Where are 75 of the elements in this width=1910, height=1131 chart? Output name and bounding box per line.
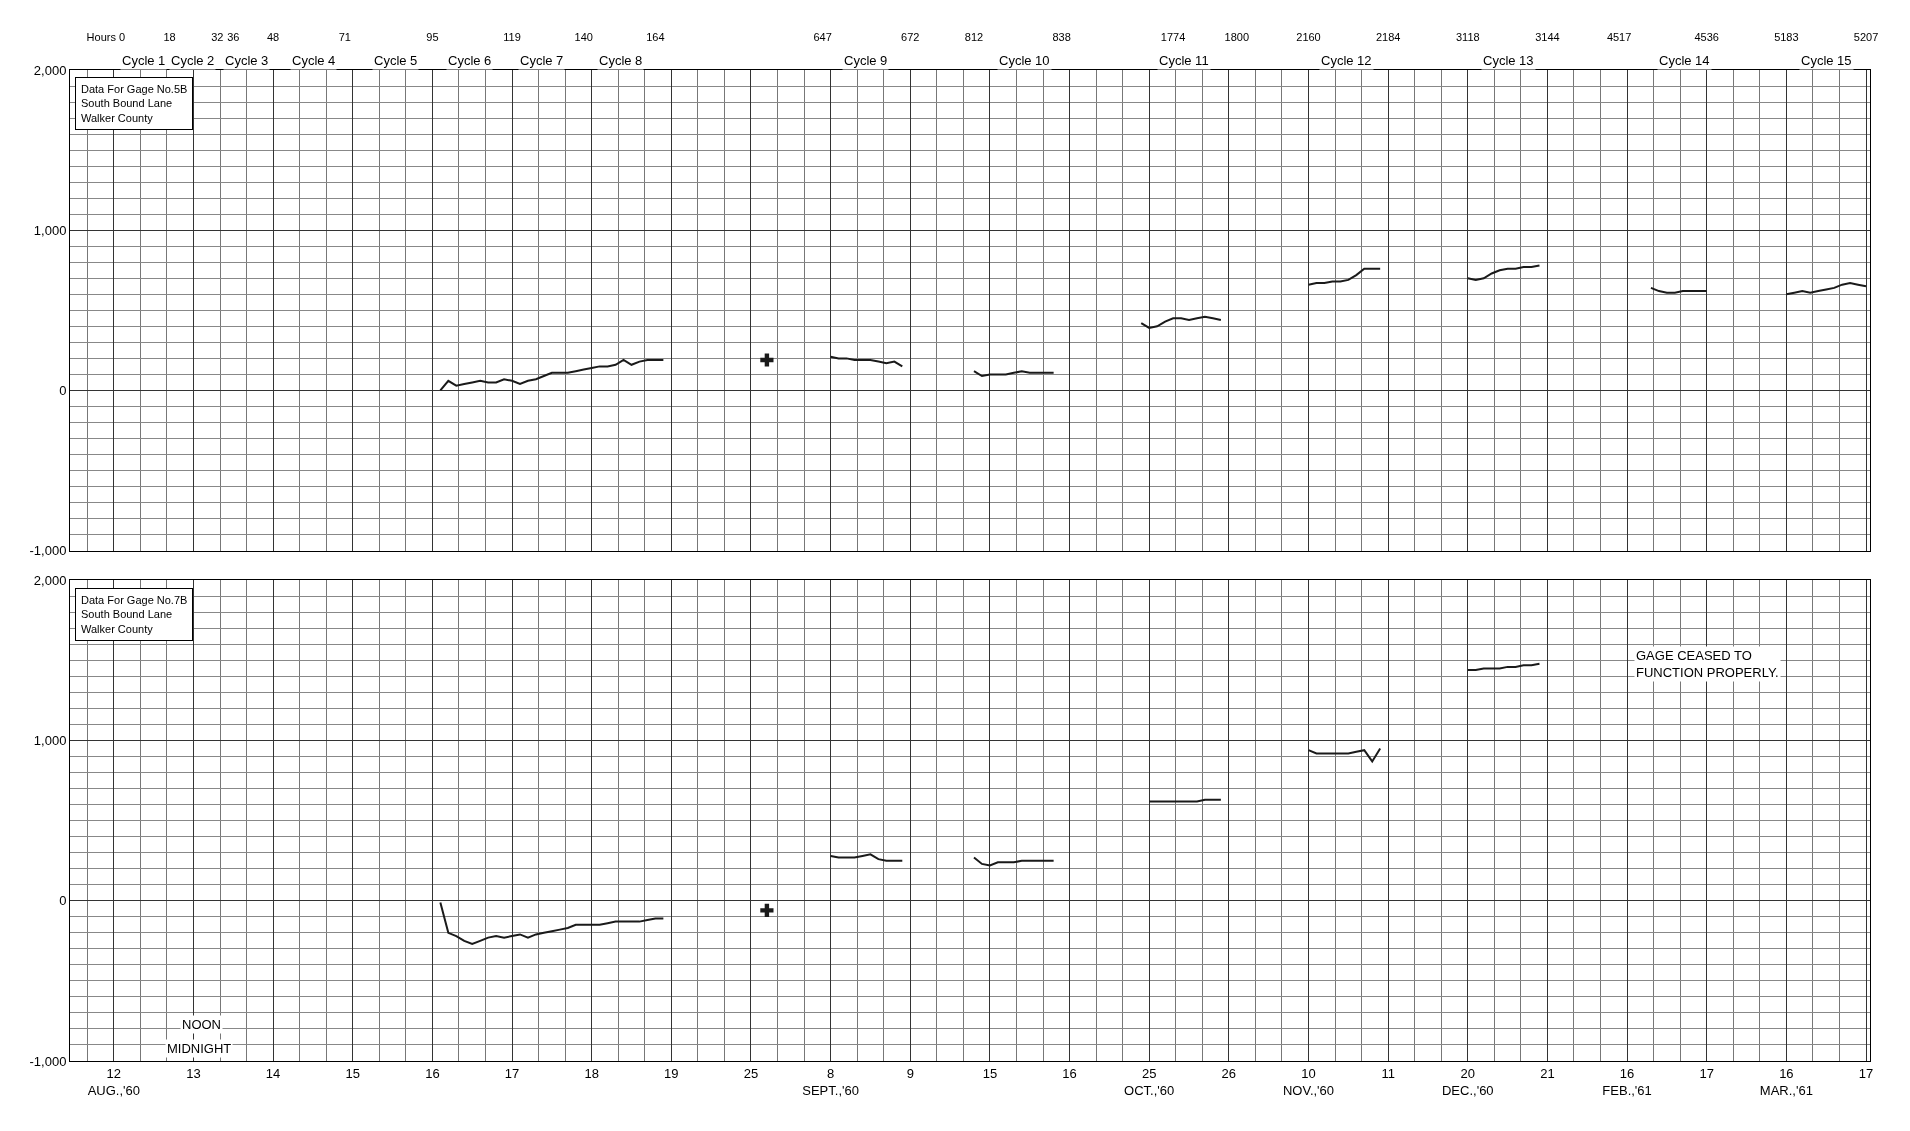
x-tick-label: 15 bbox=[982, 1065, 998, 1081]
x-tick-label: 15 bbox=[345, 1065, 360, 1081]
x-tick-label: 18 bbox=[584, 1065, 599, 1081]
annotation: Data For Gage No.7B South Bound Lane Walker County bbox=[81, 594, 188, 635]
text: Cycle 7 bbox=[520, 53, 564, 68]
x-tick-label: 16 bbox=[1062, 1065, 1077, 1081]
text: Cycle 13 bbox=[1483, 53, 1534, 68]
x-tick-label: 16 bbox=[425, 1065, 440, 1081]
x-tick-label: Hours 0 bbox=[86, 30, 126, 43]
x-tick-label: 11 bbox=[1381, 1065, 1395, 1081]
x-tick-label: 14 bbox=[265, 1065, 281, 1081]
text: Cycle 1 bbox=[122, 53, 166, 68]
x-tick-label: 140 bbox=[574, 30, 593, 43]
x-tick-label: 4517 bbox=[1606, 30, 1632, 43]
y-tick-label: -1,000 bbox=[29, 1053, 67, 1069]
text: Cycle 4 bbox=[292, 53, 336, 68]
text: Cycle 9 bbox=[844, 53, 888, 68]
x-tick-label: 5183 bbox=[1774, 30, 1799, 43]
text: Cycle 8 bbox=[599, 53, 643, 68]
x-tick-label: 812 bbox=[964, 30, 984, 43]
text: Cycle 15 bbox=[1801, 53, 1852, 68]
y-tick-label: 0 bbox=[59, 893, 67, 909]
x-tick-label: 647 bbox=[813, 30, 832, 43]
x-tick-label: 1800 bbox=[1224, 30, 1250, 43]
y-tick-label: 0 bbox=[59, 382, 67, 398]
x-tick-label: 838 bbox=[1052, 30, 1071, 43]
annotation: NOON bbox=[182, 1017, 221, 1032]
x-tick-label: 672 bbox=[901, 30, 920, 43]
text: Cycle 5 bbox=[374, 53, 418, 68]
x-tick-label: 25 OCT.,'60 bbox=[1124, 1065, 1175, 1098]
y-tick-label: 2,000 bbox=[33, 62, 67, 78]
annotation: Data For Gage No.5B South Bound Lane Walker County bbox=[81, 83, 188, 124]
x-tick-label: 21 bbox=[1540, 1065, 1555, 1081]
text: Cycle 2 bbox=[171, 53, 215, 68]
y-tick-label: 1,000 bbox=[33, 733, 67, 749]
x-tick-label: 71 bbox=[338, 30, 351, 43]
x-tick-label: 16 FEB.,'61 bbox=[1602, 1065, 1652, 1098]
x-tick-label: 4536 bbox=[1694, 30, 1719, 43]
x-tick-label: 3144 bbox=[1535, 30, 1560, 43]
x-tick-label: 13 bbox=[186, 1065, 201, 1081]
x-tick-label: 3118 bbox=[1455, 30, 1480, 43]
y-tick-label: 1,000 bbox=[33, 222, 67, 238]
text: Cycle 12 bbox=[1321, 53, 1372, 68]
x-tick-label: 12 AUG.,'60 bbox=[87, 1065, 140, 1098]
x-tick-label: 119 bbox=[503, 30, 521, 43]
x-tick-label: 2184 bbox=[1375, 30, 1401, 43]
x-tick-label: 17 bbox=[1699, 1065, 1714, 1081]
text: Cycle 3 bbox=[225, 53, 269, 68]
annotation: MIDNIGHT bbox=[167, 1041, 232, 1056]
x-tick-label: 25 bbox=[743, 1065, 759, 1081]
x-tick-label: 1774 bbox=[1160, 30, 1186, 43]
x-tick-label: 17 bbox=[504, 1065, 520, 1081]
x-tick-label: 10 NOV.,'60 bbox=[1282, 1065, 1335, 1098]
y-tick-label: 2,000 bbox=[33, 572, 67, 588]
x-tick-label: 2160 bbox=[1296, 30, 1321, 43]
y-tick-label: -1,000 bbox=[29, 543, 67, 559]
x-tick-label: 8 SEPT.,'60 bbox=[802, 1065, 859, 1098]
x-tick-label: 16 MAR.,'61 bbox=[1759, 1065, 1813, 1098]
x-tick-label: 19 bbox=[664, 1065, 679, 1081]
text: Cycle 11 bbox=[1159, 53, 1209, 68]
x-tick-label: 164 bbox=[646, 30, 665, 43]
text: Cycle 10 bbox=[999, 53, 1050, 68]
annotation: GAGE CEASED TO FUNCTION PROPERLY. bbox=[1636, 648, 1779, 680]
x-tick-label: 32 bbox=[211, 30, 224, 43]
x-tick-label: 17 bbox=[1858, 1065, 1874, 1081]
x-tick-label: 18 bbox=[163, 30, 176, 43]
x-tick-label: 26 bbox=[1221, 1065, 1237, 1081]
text: Cycle 6 bbox=[448, 53, 492, 68]
x-tick-label: 48 bbox=[266, 30, 280, 43]
text: Cycle 14 bbox=[1659, 53, 1710, 68]
x-tick-label: 95 bbox=[426, 30, 439, 43]
x-tick-label: 20 DEC.,'60 bbox=[1441, 1065, 1494, 1098]
x-tick-label: 9 bbox=[906, 1065, 914, 1081]
x-tick-label: 5207 bbox=[1853, 30, 1879, 43]
x-tick-label: 36 bbox=[227, 30, 240, 43]
